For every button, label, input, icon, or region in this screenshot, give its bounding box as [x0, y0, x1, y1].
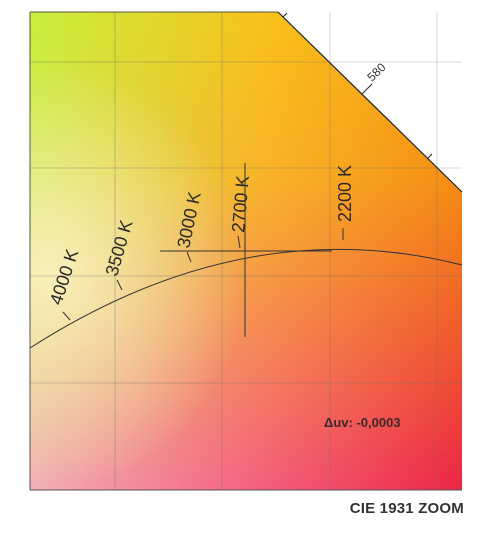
cct-ticks	[62, 228, 344, 321]
cct-label-2700: 2700 K	[228, 175, 253, 234]
cct-label-2200: 2200 K	[335, 165, 355, 222]
cct-tick-3000	[186, 251, 192, 263]
outer-grid	[329, 12, 462, 169]
spectral-tick-a	[282, 12, 288, 18]
wavelength-label: 580	[364, 60, 388, 84]
spectral-tick-580	[361, 83, 373, 95]
spectral-locus	[277, 11, 463, 193]
cct-tick-3500	[116, 279, 123, 291]
plot-frame	[29, 11, 462, 491]
cct-tick-4000	[62, 311, 71, 321]
chart-title: CIE 1931 ZOOM	[349, 500, 464, 517]
cct-tick-2700	[237, 235, 241, 249]
spectral-tick-b	[427, 153, 433, 159]
measurement-crosshair	[160, 163, 332, 337]
duv-label: Δuv: -0,0003	[324, 415, 401, 430]
